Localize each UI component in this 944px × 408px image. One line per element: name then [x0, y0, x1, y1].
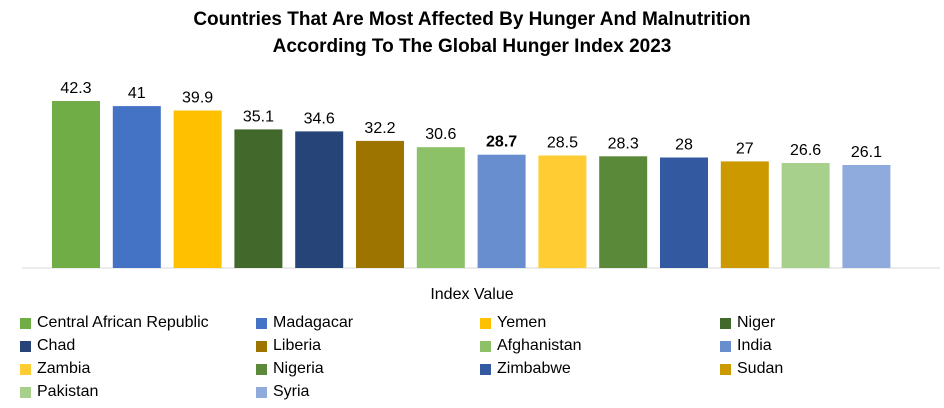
legend-swatch-13 [256, 386, 267, 398]
legend-swatch-4 [20, 340, 31, 352]
legend-swatch-3 [720, 317, 731, 329]
legend-label-7: India [737, 337, 772, 354]
data-label-3: 35.1 [243, 108, 274, 125]
legend-item-4: Chad [20, 337, 75, 355]
legend-label-8: Zambia [37, 360, 91, 377]
data-label-2: 39.9 [182, 90, 213, 107]
chart-title: Countries That Are Most Affected By Hung… [0, 6, 944, 60]
bar-6 [416, 147, 465, 268]
x-axis-title: Index Value [430, 286, 514, 303]
legend-label-9: Nigeria [273, 360, 324, 377]
legend-item-8: Zambia [20, 360, 90, 378]
bar-2 [173, 110, 222, 268]
chart-title-line-1: Countries That Are Most Affected By Hung… [193, 9, 751, 30]
bar-4 [295, 131, 344, 268]
bar-3 [234, 129, 283, 268]
bar-chart: 42.3 41 39.9 35.1 34.6 32.2 30.6 28.7 28.5 28.3 28… [22, 80, 940, 269]
legend-swatch-5 [256, 340, 267, 352]
data-label-10: 28 [675, 137, 693, 154]
bar-5 [356, 140, 404, 268]
legend-item-7: India [720, 337, 772, 355]
bar-9 [599, 156, 648, 268]
data-label-9: 28.3 [608, 135, 639, 152]
legend-label-3: Niger [737, 314, 776, 331]
legend-item-2: Yemen [480, 314, 546, 332]
bar-11 [720, 161, 769, 268]
data-label-5: 32.2 [364, 120, 395, 137]
bar-7 [477, 154, 526, 268]
legend-label-11: Sudan [737, 360, 784, 377]
legend-label-1: Madagacar [273, 314, 354, 331]
legend-swatch-11 [720, 363, 731, 375]
legend-swatch-8 [20, 363, 31, 375]
legend-label-13: Syria [273, 383, 310, 400]
bar-0 [52, 101, 100, 268]
data-label-13: 26.1 [851, 144, 882, 161]
data-label-4: 34.6 [304, 110, 335, 127]
legend-swatch-12 [20, 386, 31, 398]
bar-10 [660, 157, 708, 268]
legend-label-12: Pakistan [37, 383, 99, 400]
data-label-6: 30.6 [425, 126, 456, 143]
legend-item-10: Zimbabwe [480, 360, 571, 378]
legend-label-2: Yemen [497, 314, 547, 331]
bar-13 [842, 165, 891, 268]
legend-swatch-0 [20, 317, 31, 329]
data-label-12: 26.6 [790, 142, 821, 159]
legend-item-12: Pakistan [20, 383, 98, 401]
legend-item-5: Liberia [256, 337, 321, 355]
legend-item-13: Syria [256, 383, 309, 401]
data-label-7: 28.7 [486, 134, 517, 151]
legend-swatch-6 [480, 340, 491, 352]
legend-label-0: Central African Republic [37, 314, 209, 331]
legend-label-5: Liberia [273, 337, 322, 354]
legend-label-10: Zimbabwe [497, 360, 571, 377]
data-label-11: 27 [736, 140, 754, 157]
legend-item-3: Niger [720, 314, 775, 332]
legend-swatch-2 [480, 317, 491, 329]
legend-item-6: Afghanistan [480, 337, 582, 355]
legend-swatch-10 [480, 363, 491, 375]
legend-item-0: Central African Republic [20, 314, 209, 332]
bar-1 [112, 106, 161, 268]
data-label-8: 28.5 [547, 135, 578, 152]
data-label-0: 42.3 [60, 80, 91, 97]
legend-swatch-1 [256, 317, 267, 329]
legend-swatch-7 [720, 340, 731, 352]
bar-8 [538, 155, 587, 268]
legend-item-11: Sudan [720, 360, 783, 378]
legend-item-1: Madagacar [256, 314, 353, 332]
legend-item-9: Nigeria [256, 360, 324, 378]
data-label-1: 41 [128, 85, 146, 102]
legend-label-4: Chad [37, 337, 76, 354]
bar-12 [781, 163, 830, 268]
legend-swatch-9 [256, 363, 267, 375]
chart-title-line-2: According To The Global Hunger Index 202… [272, 36, 672, 57]
legend-label-6: Afghanistan [497, 337, 582, 354]
